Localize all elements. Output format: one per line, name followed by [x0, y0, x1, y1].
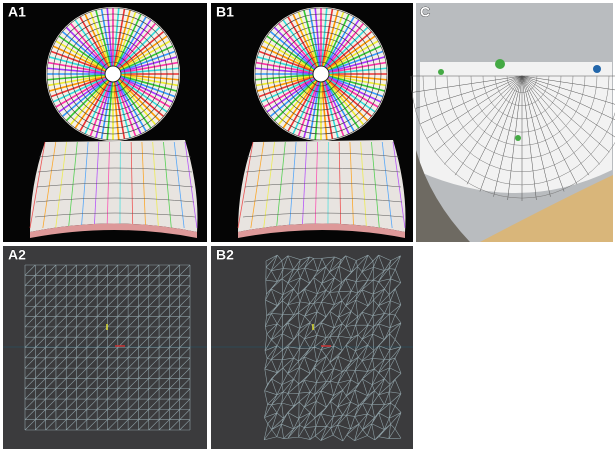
center	[313, 66, 329, 82]
panel-label: B2	[216, 246, 234, 262]
hold	[593, 65, 601, 73]
panel-label: C	[420, 3, 430, 19]
panel-label: A1	[8, 3, 26, 19]
panel-label: A2	[8, 246, 26, 262]
hold	[515, 135, 521, 141]
hold	[495, 59, 505, 69]
hold	[438, 69, 444, 75]
panel-label: B1	[216, 3, 234, 19]
screen	[238, 140, 406, 232]
figure: A1 B1 C A2 B2	[0, 0, 615, 452]
center	[105, 66, 121, 82]
screen	[30, 140, 198, 232]
